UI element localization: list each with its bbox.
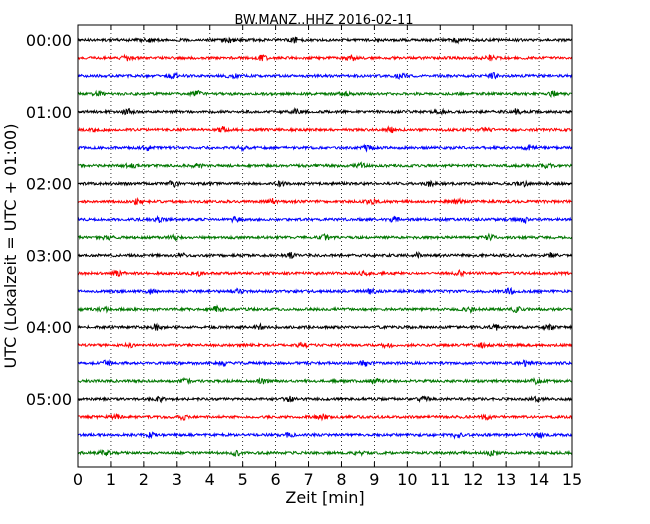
y-tick-label: 00:00 xyxy=(26,31,72,50)
x-tick-label: 1 xyxy=(106,470,116,489)
seismic-trace xyxy=(77,53,573,62)
seismic-trace xyxy=(77,412,573,422)
plot-frame xyxy=(77,24,573,468)
seismic-trace xyxy=(77,358,573,368)
x-axis-label: Zeit [min] xyxy=(285,488,364,507)
x-tick-label: 0 xyxy=(73,470,83,489)
seismic-trace xyxy=(77,36,573,45)
seismic-trace xyxy=(77,125,573,134)
x-tick-label: 9 xyxy=(369,470,379,489)
x-axis: 0 1 2 3 4 5 6 7 8 9 10 11 12 13 14 15 xyxy=(73,25,582,489)
x-tick-label: 7 xyxy=(303,470,313,489)
seismic-trace xyxy=(77,376,573,386)
x-tick-label: 3 xyxy=(172,470,182,489)
seismic-trace xyxy=(77,395,573,404)
x-tick-label: 10 xyxy=(397,470,417,489)
x-tick-label: 15 xyxy=(562,470,582,489)
seismic-trace xyxy=(77,143,573,153)
seismic-trace xyxy=(77,341,573,350)
x-tick-label: 4 xyxy=(205,470,215,489)
seismic-trace xyxy=(77,196,573,206)
seismic-trace xyxy=(77,214,573,225)
x-tick-label: 8 xyxy=(336,470,346,489)
x-tick-label: 13 xyxy=(496,470,516,489)
x-tick-label: 14 xyxy=(529,470,549,489)
seismic-trace xyxy=(77,322,573,331)
x-tick-label: 12 xyxy=(463,470,483,489)
x-tick-label: 2 xyxy=(139,470,149,489)
chart-title: BW.MANZ..HHZ 2016-02-11 xyxy=(234,13,413,28)
seismic-trace xyxy=(77,268,573,278)
seismic-trace xyxy=(77,448,573,458)
seismic-trace xyxy=(77,161,573,170)
seismic-trace xyxy=(77,232,573,242)
y-tick-label: 05:00 xyxy=(26,390,72,409)
grid-lines xyxy=(110,25,540,467)
y-axis: 00:00 01:00 02:00 03:00 04:00 05:00 xyxy=(26,31,572,409)
seismic-trace xyxy=(77,304,573,314)
x-tick-label: 5 xyxy=(238,470,248,489)
seismic-trace xyxy=(77,286,573,295)
trace-lines xyxy=(77,36,573,458)
y-tick-label: 03:00 xyxy=(26,246,72,265)
seismic-trace xyxy=(77,71,573,81)
x-tick-label: 11 xyxy=(430,470,450,489)
y-tick-label: 01:00 xyxy=(26,103,72,122)
y-tick-label: 02:00 xyxy=(26,175,72,194)
seismic-trace xyxy=(77,107,573,116)
seismic-trace xyxy=(77,89,573,98)
seismic-trace xyxy=(77,179,573,189)
y-axis-label: UTC (Lokalzeit = UTC + 01:00) xyxy=(1,124,20,369)
y-tick-label: 04:00 xyxy=(26,318,72,337)
x-tick-label: 6 xyxy=(271,470,281,489)
seismic-trace xyxy=(77,431,573,440)
seismic-trace xyxy=(77,251,573,259)
